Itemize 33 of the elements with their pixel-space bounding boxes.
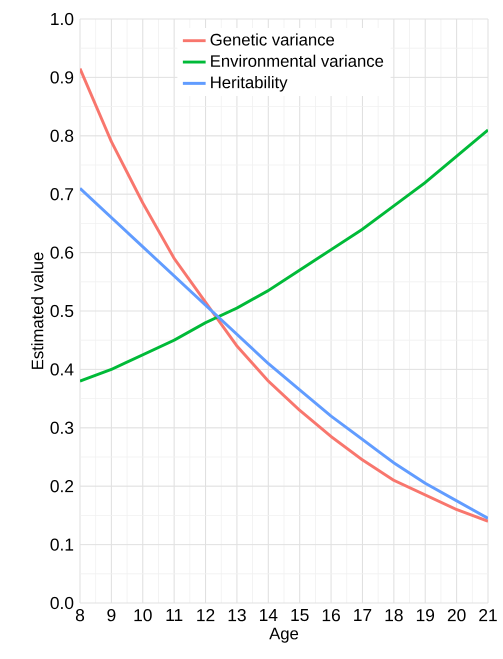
x-tick-label: 9 — [107, 609, 116, 622]
y-tick-label: 0.3 — [50, 422, 73, 434]
x-tick-label: 8 — [76, 609, 84, 622]
y-tick-label: 0.2 — [50, 480, 73, 492]
line-series — [80, 67, 488, 523]
y-tick-label: 0.5 — [50, 304, 74, 318]
y-tick-label: 0.8 — [50, 130, 73, 142]
x-tick-label: 19 — [416, 609, 434, 622]
x-tick-label: 16 — [322, 609, 340, 622]
y-tick-label: 0.0 — [50, 596, 74, 610]
x-tick-label: 15 — [291, 609, 308, 622]
x-tick-label: 17 — [354, 609, 372, 621]
x-tick-label: 18 — [385, 609, 403, 622]
x-tick-label: 11 — [166, 609, 182, 621]
y-tick-label: 0.4 — [50, 363, 74, 376]
y-axis-title: Estimated value — [30, 252, 44, 369]
y-tick-label: 0.1 — [50, 538, 73, 551]
legend-label: Genetic variance — [210, 33, 334, 46]
x-tick-label: 12 — [197, 609, 214, 622]
x-tick-label: 14 — [260, 609, 278, 621]
x-tick-label: 21 — [479, 609, 497, 622]
x-axis-title: Age — [269, 628, 298, 643]
y-tick-label: 1.0 — [50, 12, 74, 26]
x-tick-label: 10 — [134, 609, 152, 622]
y-tick-label: 0.9 — [50, 71, 73, 84]
line-series — [80, 186, 488, 520]
legend-label: Heritability — [210, 76, 288, 92]
line-series — [80, 128, 488, 383]
y-tick-label: 0.6 — [50, 246, 73, 259]
legend-label: Environmental variance — [210, 54, 383, 67]
x-tick-label: 20 — [448, 609, 466, 622]
x-tick-label: 13 — [228, 609, 246, 622]
y-tick-label: 0.7 — [50, 188, 73, 200]
